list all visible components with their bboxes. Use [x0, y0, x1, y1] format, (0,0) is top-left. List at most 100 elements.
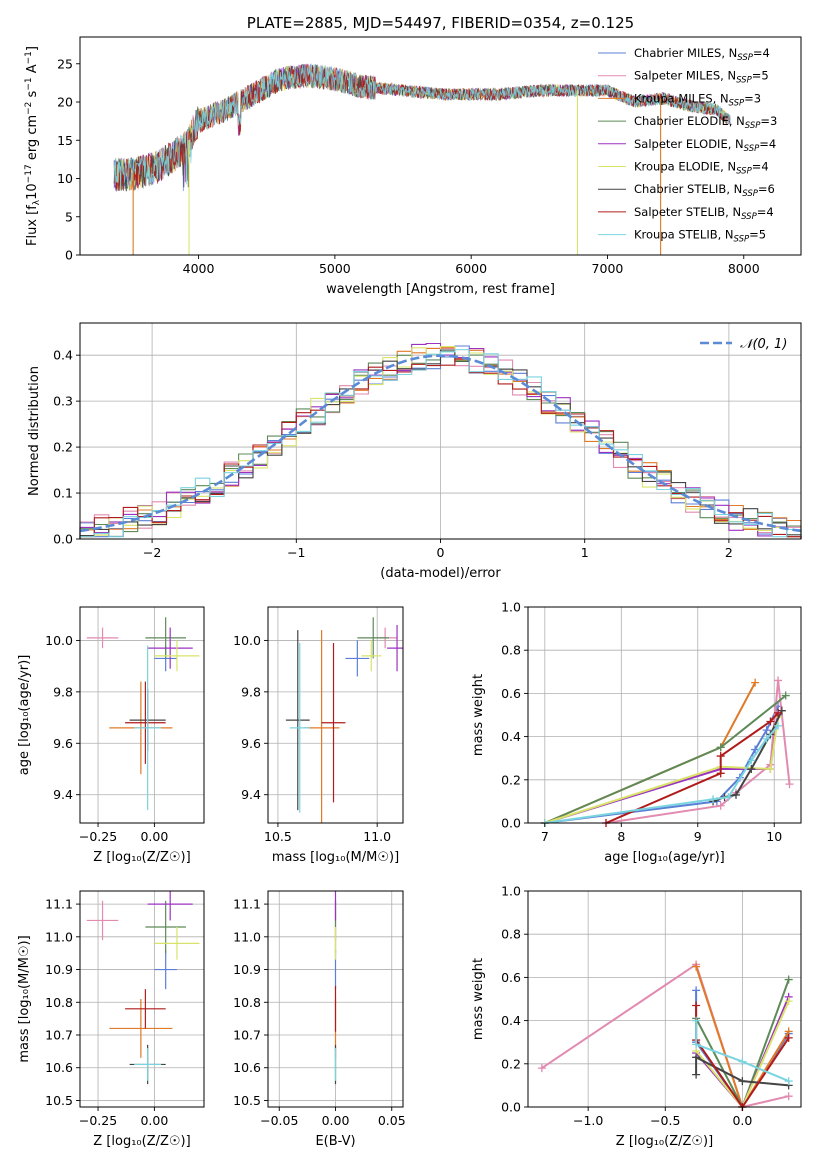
y-label-part: −17	[24, 164, 34, 183]
panel-5: 7 8 9 10 0.0 0.2 0.4 0.6 0.8 1.0 age [log₁₀(age/yr…	[471, 600, 802, 865]
legend-name: Chabrier MILES, N	[634, 46, 737, 60]
legend-label: Salpeter MILES, NSSP=5	[634, 69, 769, 86]
legend-sub: SSP	[741, 212, 757, 222]
y-tick-label: 10.7	[233, 1028, 261, 1043]
y-tick-label: 5	[65, 209, 73, 224]
legend-suffix: =4	[759, 137, 776, 151]
y-label-part: erg cm	[25, 115, 40, 164]
legend-name: Kroupa MILES, N	[634, 91, 729, 105]
x-tick-label: 7	[541, 829, 549, 844]
x-tick-label: 9	[694, 829, 702, 844]
y-tick-label: 10.9	[233, 962, 261, 977]
y-axis-label: mass weight	[471, 674, 486, 756]
error-bar-point	[387, 625, 403, 672]
error-bar-point	[86, 900, 119, 941]
y-tick-label: 0.2	[501, 1056, 521, 1071]
legend-label: Chabrier ELODIE, NSSP=3	[634, 114, 777, 131]
weight-marker	[716, 743, 725, 752]
panel-8: −1.0 −0.5 0.0 0.0 0.2 0.4 0.6 0.8 1.0 Z [log₁₀(Z/…	[471, 884, 802, 1149]
y-tick-label: 0.2	[53, 440, 73, 455]
weight-marker	[784, 1033, 793, 1042]
legend-name: Kroupa STELIB, N	[634, 228, 734, 242]
error-bar-point	[145, 617, 186, 659]
legend-name: Chabrier STELIB, N	[634, 182, 742, 196]
y-tick-label: 11.0	[233, 929, 261, 944]
weight-line	[605, 680, 791, 824]
weight-marker	[716, 752, 725, 761]
y-label-part: Flux [f	[25, 205, 40, 246]
legend-name: Kroupa ELODIE, N	[634, 160, 736, 174]
x-axis-label: age [log₁₀(age/yr)]	[604, 850, 725, 865]
y-tick-label: 0.4	[501, 729, 521, 744]
axes-frame	[79, 36, 802, 256]
chart-title: PLATE=2885, MJD=54497, FIBERID=0354, z=0…	[247, 14, 634, 32]
y-label-part: −1	[24, 77, 34, 90]
weight-marker	[762, 726, 771, 735]
legend-sub: SSP	[744, 144, 760, 154]
x-axis-label: Z [log₁₀(Z/Z☉)]	[616, 1134, 713, 1149]
spectrum-line	[113, 63, 731, 191]
y-axis-label: age [log₁₀(age/yr)]	[17, 655, 32, 776]
legend-sub: SSP	[729, 98, 745, 108]
panel-6: −0.25 0.00 10.5 10.6 10.7 10.8 10.9 11.0 11.1 Z […	[17, 890, 205, 1149]
weight-marker	[784, 997, 793, 1006]
y-tick-label: 25	[57, 56, 73, 71]
legend-sub: SSP	[737, 53, 753, 63]
weight-marker	[716, 769, 725, 778]
x-tick-label: 0.0	[732, 1113, 752, 1128]
legend-sub: SSP	[745, 121, 761, 131]
weight-marker	[692, 1016, 701, 1025]
x-tick-label: 0.00	[140, 1113, 168, 1128]
error-bar-point	[361, 640, 382, 672]
error-bar-point	[154, 949, 177, 990]
legend-name: Salpeter ELODIE, N	[634, 137, 744, 151]
weight-marker	[762, 734, 771, 743]
weight-marker	[732, 790, 740, 799]
weight-marker	[774, 708, 783, 717]
y-tick-label: 0.0	[501, 816, 521, 831]
error-bar-point	[289, 643, 310, 813]
y-tick-label: 10	[57, 171, 73, 186]
x-tick-label: −0.05	[260, 1113, 298, 1128]
y-label-part: −2	[24, 102, 34, 115]
x-tick-label: −2	[143, 545, 161, 560]
error-bar-point	[125, 681, 166, 764]
y-tick-label: 10.6	[45, 1060, 73, 1075]
y-tick-label: 0.2	[501, 772, 521, 787]
error-bar-point	[147, 627, 193, 669]
legend-name: Salpeter STELIB, N	[634, 205, 741, 219]
x-tick-label: 0.00	[140, 829, 168, 844]
x-tick-label: 11.0	[363, 829, 391, 844]
x-axis-label: E(B-V)	[315, 1134, 355, 1149]
y-tick-label: 10.7	[45, 1028, 73, 1043]
x-axis-label: wavelength [Angstrom, rest frame]	[326, 282, 555, 297]
y-tick-label: 0.4	[501, 1013, 521, 1028]
x-tick-label: 8000	[728, 261, 760, 276]
y-label-part: ]	[25, 46, 40, 51]
y-label-part: −1	[24, 51, 34, 64]
legend-label: Kroupa MILES, NSSP=3	[634, 91, 761, 108]
y-tick-label: 15	[57, 133, 73, 148]
weight-marker	[692, 986, 701, 995]
y-tick-label: 0.0	[53, 532, 73, 547]
y-tick-label: 10.8	[45, 995, 73, 1010]
x-axis-label: Z [log₁₀(Z/Z☉)]	[93, 1134, 190, 1149]
error-bar-point	[86, 627, 119, 649]
error-bar-point	[357, 617, 390, 659]
error-bar-point	[145, 900, 186, 954]
axes-frame	[79, 890, 205, 1108]
y-tick-label: 11.1	[45, 897, 73, 912]
y-tick-label: 11.1	[233, 897, 261, 912]
y-axis-label: mass weight	[471, 958, 486, 1040]
axes-frame	[267, 606, 404, 824]
histogram-step	[79, 349, 802, 539]
error-bar-point	[134, 1048, 162, 1081]
legend-sub: SSP	[734, 235, 750, 245]
error-bar-point	[147, 891, 193, 921]
weight-marker	[738, 1057, 747, 1066]
panel-7: −0.05 0.00 0.05 10.5 10.6 10.7 10.8 10.9 11.0 11.…	[233, 890, 406, 1149]
weight-line	[544, 725, 779, 824]
y-axis-label: Flux [fλ10−17 erg cm−2 s−1 A−1]	[24, 46, 42, 246]
error-bar-point	[134, 645, 162, 811]
